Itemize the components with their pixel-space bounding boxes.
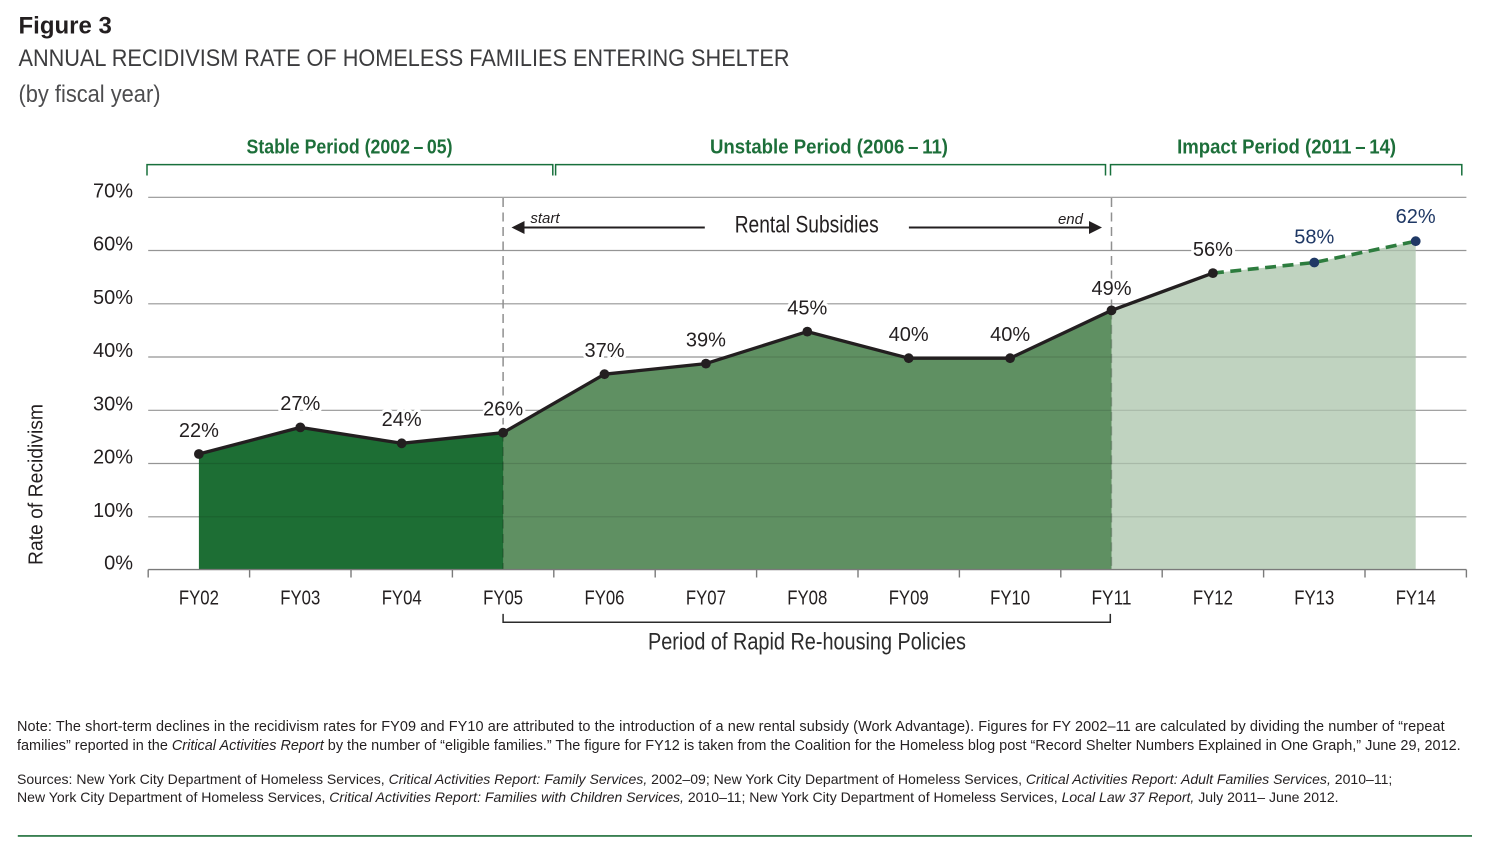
svg-text:FY05: FY05 (483, 587, 523, 609)
svg-text:Rental Subsidies: Rental Subsidies (735, 212, 879, 239)
svg-text:49%: 49% (1091, 278, 1131, 300)
svg-text:24%: 24% (382, 409, 422, 431)
svg-text:56%: 56% (1193, 239, 1233, 261)
svg-text:end: end (1058, 211, 1084, 228)
svg-text:58%: 58% (1294, 226, 1334, 248)
svg-text:37%: 37% (584, 340, 624, 362)
svg-text:20%: 20% (93, 447, 133, 469)
svg-text:40%: 40% (990, 324, 1030, 346)
svg-text:FY04: FY04 (382, 587, 422, 609)
svg-text:Unstable Period (2006 – 11): Unstable Period (2006 – 11) (710, 137, 948, 159)
svg-text:60%: 60% (93, 234, 133, 256)
svg-text:FY07: FY07 (686, 587, 726, 609)
svg-text:FY06: FY06 (585, 587, 625, 609)
svg-text:FY12: FY12 (1193, 587, 1233, 609)
svg-text:Period of Rapid Re-housing Pol: Period of Rapid Re-housing Policies (648, 629, 966, 656)
svg-text:(by fiscal year): (by fiscal year) (19, 81, 161, 108)
svg-text:ANNUAL RECIDIVISM RATE OF HOME: ANNUAL RECIDIVISM RATE OF HOMELESS FAMIL… (19, 45, 790, 72)
svg-text:62%: 62% (1396, 206, 1436, 228)
svg-text:50%: 50% (93, 287, 133, 309)
svg-text:Impact Period (2011 – 14): Impact Period (2011 – 14) (1177, 137, 1396, 159)
svg-text:FY10: FY10 (990, 587, 1030, 609)
svg-text:FY02: FY02 (179, 587, 219, 609)
svg-text:39%: 39% (686, 329, 726, 351)
svg-text:Figure 3: Figure 3 (19, 13, 112, 40)
svg-text:70%: 70% (93, 180, 133, 202)
svg-text:FY14: FY14 (1396, 587, 1436, 609)
svg-text:FY09: FY09 (889, 587, 929, 609)
svg-text:FY11: FY11 (1092, 587, 1132, 609)
svg-text:0%: 0% (104, 553, 133, 575)
svg-text:40%: 40% (93, 340, 133, 362)
svg-text:start: start (530, 210, 560, 227)
svg-text:30%: 30% (93, 393, 133, 415)
svg-text:Stable Period (2002 – 05): Stable Period (2002 – 05) (247, 137, 453, 159)
svg-text:Rate of Recidivism: Rate of Recidivism (26, 404, 48, 565)
svg-text:22%: 22% (179, 420, 219, 442)
svg-text:26%: 26% (483, 399, 523, 421)
svg-text:27%: 27% (280, 393, 320, 415)
svg-text:FY08: FY08 (787, 587, 827, 609)
svg-text:FY13: FY13 (1294, 587, 1334, 609)
svg-text:10%: 10% (93, 500, 133, 522)
svg-text:40%: 40% (889, 324, 929, 346)
svg-text:FY03: FY03 (280, 587, 320, 609)
svg-text:45%: 45% (787, 297, 827, 319)
